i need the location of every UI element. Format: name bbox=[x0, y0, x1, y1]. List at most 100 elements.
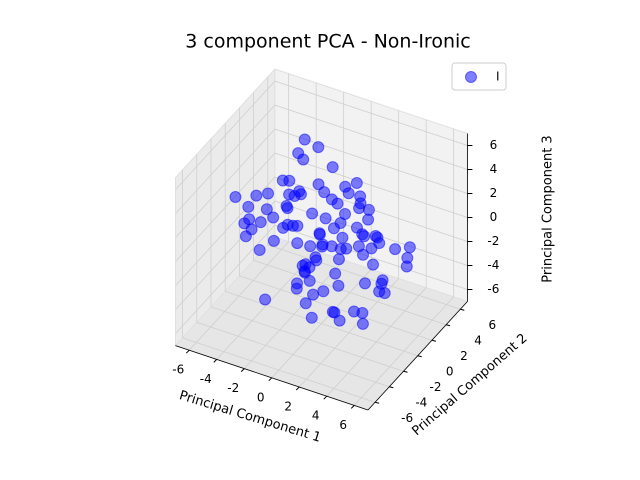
data-point bbox=[242, 200, 255, 213]
legend-box bbox=[451, 62, 507, 91]
data-point bbox=[356, 307, 369, 320]
data-point bbox=[354, 197, 367, 210]
data-point bbox=[326, 161, 339, 174]
data-point bbox=[281, 218, 294, 231]
data-point bbox=[339, 180, 352, 193]
grid-line bbox=[253, 92, 447, 326]
data-point bbox=[291, 237, 304, 250]
grid-line bbox=[188, 73, 290, 351]
legend: I bbox=[451, 62, 507, 91]
data-point bbox=[229, 191, 242, 204]
y-tick bbox=[374, 401, 380, 404]
z-tick-label: -2 bbox=[487, 234, 499, 248]
data-point bbox=[358, 230, 371, 243]
grid-line bbox=[196, 154, 390, 388]
data-point bbox=[250, 189, 263, 202]
y-tick bbox=[403, 370, 408, 373]
z-tick-label: -6 bbox=[487, 282, 499, 296]
data-point bbox=[283, 174, 296, 187]
data-point bbox=[331, 197, 344, 210]
data-point bbox=[267, 211, 280, 224]
x-tick-label: 4 bbox=[312, 409, 320, 423]
data-point bbox=[312, 178, 325, 191]
data-point bbox=[291, 277, 304, 290]
data-point bbox=[367, 258, 380, 271]
x-tick-label: 2 bbox=[284, 400, 292, 414]
grid-line bbox=[175, 80, 468, 190]
y-tick bbox=[431, 339, 437, 342]
y-tick bbox=[445, 324, 451, 327]
data-point bbox=[373, 285, 386, 298]
grid-line bbox=[175, 176, 468, 286]
data-point bbox=[316, 240, 329, 253]
data-point bbox=[400, 260, 413, 273]
data-point bbox=[319, 212, 332, 225]
data-point bbox=[339, 207, 352, 220]
data-point bbox=[327, 222, 340, 235]
data-point bbox=[239, 230, 252, 243]
x-tick bbox=[268, 377, 273, 382]
y-axis-line bbox=[367, 301, 468, 411]
data-point bbox=[334, 242, 347, 255]
data-point bbox=[376, 274, 389, 287]
z-axis-label: Principal Component 3 bbox=[541, 135, 556, 282]
z-tick-label: 4 bbox=[490, 162, 498, 176]
data-point bbox=[362, 213, 375, 226]
legend-marker bbox=[465, 71, 477, 83]
data-point bbox=[313, 227, 326, 240]
data-point bbox=[350, 177, 363, 190]
data-point bbox=[358, 277, 371, 290]
chart-title: 3 component PCA - Non-Ironic bbox=[185, 31, 470, 53]
x-tick bbox=[323, 395, 328, 400]
data-point bbox=[254, 216, 267, 229]
data-point bbox=[306, 207, 319, 220]
data-point bbox=[373, 237, 386, 250]
data-point bbox=[291, 219, 304, 232]
data-point bbox=[305, 311, 318, 324]
grid-line bbox=[175, 104, 468, 214]
data-point bbox=[357, 248, 370, 261]
data-point bbox=[280, 199, 293, 212]
grid-line bbox=[216, 82, 317, 360]
x-tick bbox=[350, 405, 355, 409]
grid-line bbox=[175, 152, 468, 262]
grid-line bbox=[238, 107, 433, 341]
data-point bbox=[317, 285, 330, 298]
y-tick-label: -6 bbox=[401, 411, 413, 425]
data-point bbox=[356, 317, 369, 330]
data-point bbox=[329, 267, 342, 280]
data-point bbox=[332, 279, 345, 292]
z-tick-label: 2 bbox=[490, 186, 498, 200]
data-point bbox=[307, 288, 320, 301]
x-tick bbox=[185, 349, 190, 354]
data-point bbox=[304, 240, 317, 253]
x-tick-label: 6 bbox=[339, 418, 347, 432]
grid-line bbox=[175, 200, 468, 310]
grid-line bbox=[175, 128, 468, 238]
data-point bbox=[299, 297, 312, 310]
grid-line bbox=[298, 110, 400, 388]
data-point bbox=[267, 234, 280, 247]
data-point bbox=[312, 141, 325, 154]
data-point bbox=[262, 187, 275, 200]
data-point bbox=[238, 217, 251, 230]
y-tick-label: -2 bbox=[430, 380, 442, 394]
z-tick-label: -4 bbox=[487, 258, 499, 272]
x-axis-line bbox=[175, 345, 369, 411]
y-tick-label: 0 bbox=[446, 364, 454, 378]
y-tick bbox=[417, 355, 422, 358]
y-tick bbox=[460, 308, 465, 311]
x-tick-label: -4 bbox=[200, 372, 212, 386]
data-point bbox=[310, 254, 323, 267]
data-point bbox=[259, 293, 272, 306]
x-tick-label: -6 bbox=[172, 363, 184, 377]
data-point bbox=[332, 253, 345, 266]
grid-line bbox=[182, 169, 376, 403]
y-tick-label: 4 bbox=[474, 333, 482, 347]
grid-line bbox=[267, 76, 461, 310]
grid-line bbox=[353, 128, 455, 406]
z-tick-label: 0 bbox=[490, 210, 498, 224]
x-tick bbox=[213, 359, 218, 363]
